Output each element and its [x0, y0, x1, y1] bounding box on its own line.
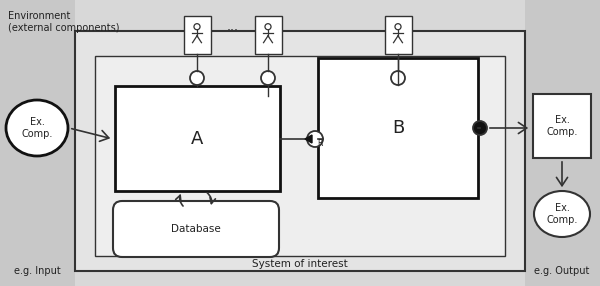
Text: Environment
(external components): Environment (external components)	[8, 11, 119, 33]
Ellipse shape	[6, 100, 68, 156]
Ellipse shape	[534, 191, 590, 237]
Bar	[95, 56, 505, 256]
Bar	[115, 86, 280, 191]
Text: A: A	[191, 130, 203, 148]
Text: R: R	[317, 138, 322, 148]
Bar	[254, 16, 281, 54]
Circle shape	[391, 71, 405, 85]
Polygon shape	[305, 135, 312, 143]
Bar	[0, 0, 75, 286]
Bar	[525, 0, 600, 286]
Circle shape	[190, 71, 204, 85]
Bar	[385, 16, 412, 54]
Text: Database: Database	[171, 224, 221, 234]
Text: Ex.
Comp.: Ex. Comp.	[547, 115, 578, 137]
Bar	[75, 31, 525, 271]
Text: Ex.
Comp.: Ex. Comp.	[22, 117, 53, 139]
Circle shape	[261, 71, 275, 85]
Text: Ex.
Comp.: Ex. Comp.	[547, 203, 578, 225]
Text: ...: ...	[227, 19, 239, 33]
FancyBboxPatch shape	[113, 201, 279, 257]
Bar	[184, 16, 211, 54]
Bar	[533, 94, 591, 158]
Circle shape	[473, 121, 487, 135]
Text: B: B	[392, 119, 404, 137]
Text: System of interest: System of interest	[252, 259, 348, 269]
Text: e.g. Output: e.g. Output	[535, 266, 590, 276]
Circle shape	[307, 131, 323, 147]
Text: e.g. Input: e.g. Input	[14, 266, 61, 276]
Bar	[318, 58, 478, 198]
